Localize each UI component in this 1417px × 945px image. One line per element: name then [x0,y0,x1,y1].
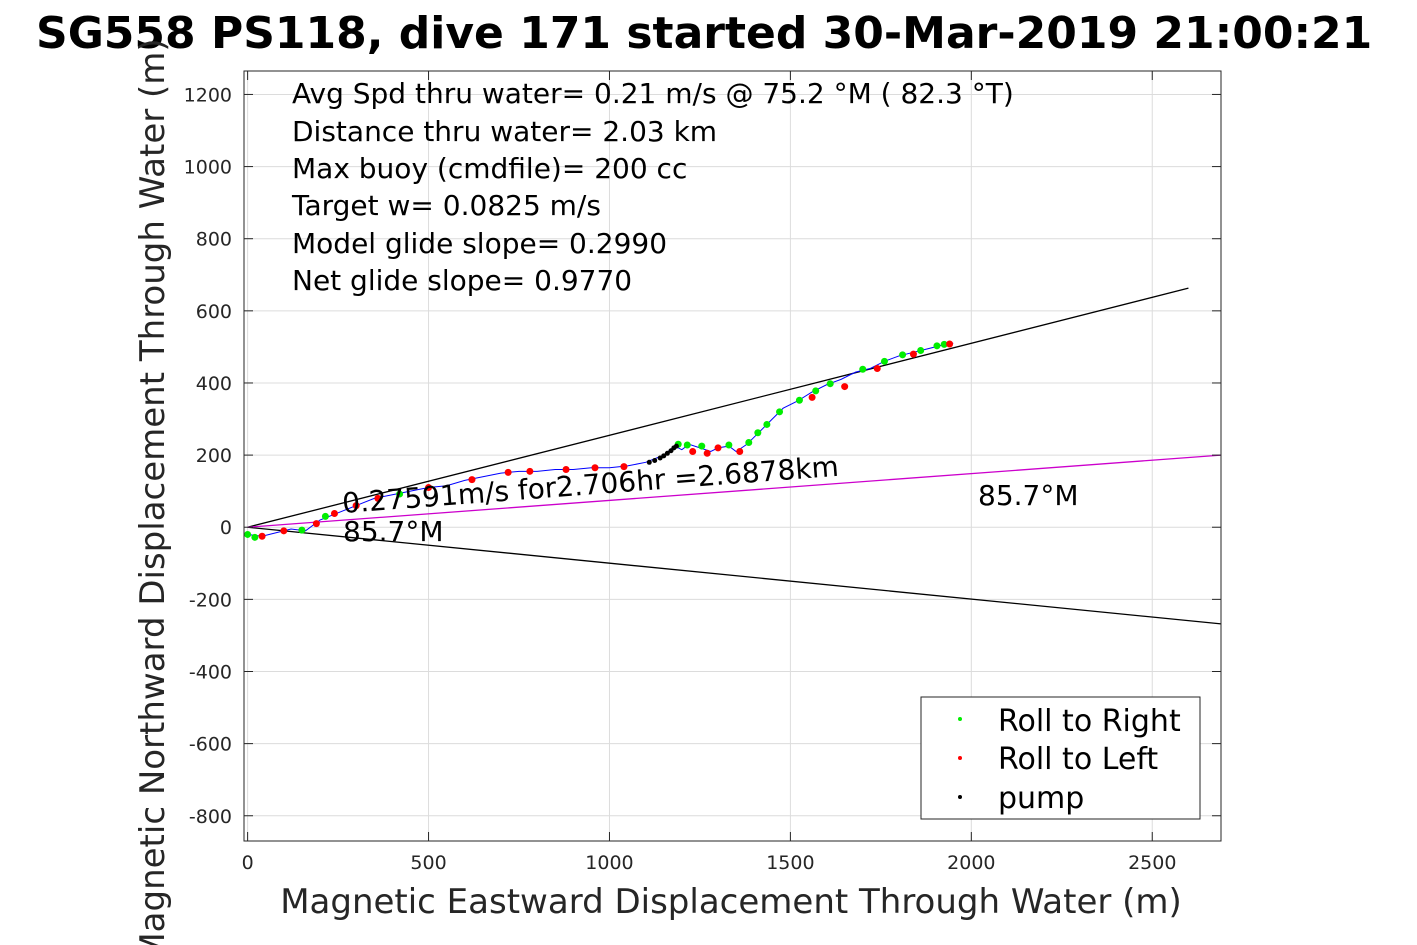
marker-roll-to-right [683,441,691,449]
marker-roll-to-right [917,347,925,355]
y-tick-label: -400 [189,661,232,683]
legend: Roll to Right Roll to Left pump [920,696,1201,820]
marker-roll-to-right [396,490,404,498]
x-tick-label: 1500 [766,852,814,874]
legend-label: Roll to Right [998,704,1181,739]
y-ticks: -800 -600 -400 -200 0 200 400 600 800 1000 1200 [184,84,1221,828]
marker-roll-to-right [812,387,820,395]
x-axis-label: Magnetic Eastward Displacement Through W… [280,882,1182,922]
marker-pump [661,453,667,459]
marker-roll-to-right [940,340,948,348]
marker-roll-to-left [330,510,338,518]
marker-roll-to-left [946,340,954,348]
x-tick-label: 2000 [947,852,995,874]
marker-roll-to-left [841,383,849,391]
marker-pump [652,458,658,464]
x-tick-label: 1000 [585,852,633,874]
marker-pump [657,455,663,461]
heading-annotation-right: 85.7°M [978,479,1079,512]
marker-roll-to-right [795,396,803,404]
legend-marker-pump [958,795,962,799]
y-tick-label: 1000 [184,157,232,179]
marker-pump [646,459,652,465]
marker-roll-to-right [754,429,762,437]
marker-roll-to-left [591,464,599,472]
heading-annotation-left: 85.7°M [343,515,444,548]
marker-roll-to-right [933,342,941,350]
x-tick-label: 0 [242,852,254,874]
marker-roll-to-right [859,365,867,373]
y-tick-label: 200 [196,445,232,467]
marker-roll-to-left [468,476,476,484]
y-tick-label: -800 [189,806,232,828]
info-line: Target w= 0.0825 m/s [291,189,601,222]
chart-title: SG558 PS118, dive 171 started 30-Mar-201… [36,8,1372,59]
marker-roll-to-left [714,444,722,452]
marker-roll-to-right [776,408,784,416]
marker-roll-to-right [880,357,888,365]
y-tick-label: 0 [220,517,232,539]
reference-line [247,454,1222,528]
marker-roll-to-left [808,393,816,401]
marker-roll-to-right [899,351,907,359]
y-tick-label: 600 [196,301,232,323]
y-tick-label: -200 [189,589,232,611]
y-tick-label: 1200 [184,84,232,106]
marker-roll-to-left [620,463,628,471]
legend-marker-roll-left [958,756,962,760]
marker-roll-to-left [425,484,433,492]
legend-marker-roll-right [958,717,962,721]
speed-annotation: 0.27591m/s for2.706hr =2.6878km [341,450,840,520]
info-box: Avg Spd thru water= 0.21 m/s @ 75.2 °M (… [291,77,1014,297]
reference-line [247,287,1189,528]
info-line: Max buoy (cmdfile)= 200 cc [292,152,687,185]
x-tick-label: 2500 [1128,852,1176,874]
x-ticks: 0 500 1000 1500 2000 2500 [242,71,1176,874]
marker-roll-to-right [725,441,733,449]
marker-roll-to-right [763,420,771,428]
y-tick-label: 800 [196,229,232,251]
marker-roll-to-right [321,512,329,520]
marker-roll-to-right [298,526,306,534]
info-line: Avg Spd thru water= 0.21 m/s @ 75.2 °M (… [292,77,1014,110]
legend-label: pump [998,781,1084,816]
legend-box [920,696,1201,820]
marker-roll-to-right [745,438,753,446]
marker-roll-to-right [251,533,259,541]
y-tick-label: 400 [196,373,232,395]
marker-roll-to-left [703,449,711,457]
marker-roll-to-left [873,365,881,373]
marker-roll-to-left [736,447,744,455]
marker-roll-to-left [374,494,382,502]
marker-roll-to-right [826,380,834,388]
marker-roll-to-left [312,520,320,528]
marker-roll-to-right [244,530,252,538]
plot-frame [243,70,1222,842]
info-line: Distance thru water= 2.03 km [292,115,717,148]
y-tick-label: -600 [189,734,232,756]
marker-roll-to-left [689,447,697,455]
marker-roll-to-left [258,532,266,540]
marker-roll-to-left [562,466,570,474]
marker-roll-to-left [909,350,917,358]
marker-pump [673,443,679,449]
reference-line [247,526,1222,625]
x-tick-label: 500 [410,852,446,874]
y-axis-label: Magnetic Northward Displacement Through … [133,38,173,945]
marker-roll-to-left [504,468,512,476]
marker-pump [664,450,670,456]
marker-roll-to-left [352,502,360,510]
legend-label: Roll to Left [998,742,1158,777]
info-line: Net glide slope= 0.9770 [292,264,632,297]
marker-roll-to-right [698,442,706,450]
reference-lines [247,287,1222,625]
marker-roll-to-left [526,467,534,475]
markers [244,340,954,541]
marker-roll-to-left [280,527,288,535]
info-line: Model glide slope= 0.2990 [292,227,667,260]
grid [244,71,1221,841]
